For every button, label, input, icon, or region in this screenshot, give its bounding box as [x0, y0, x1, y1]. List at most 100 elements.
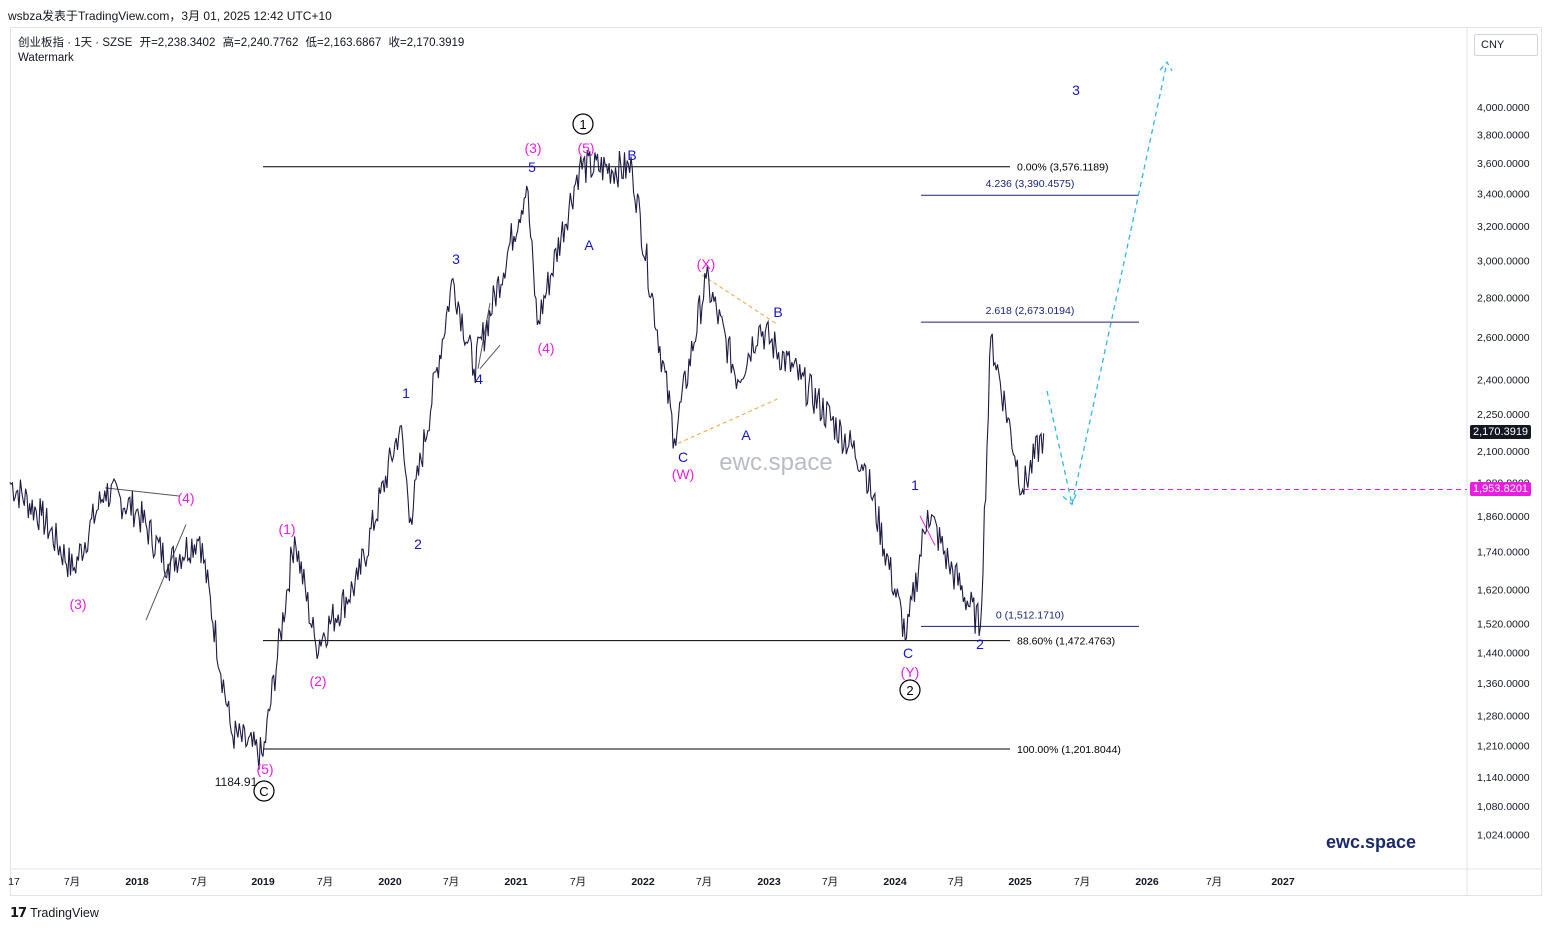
low-price-label: 1184.91: [215, 775, 258, 789]
projection-path[interactable]: [1046, 60, 1173, 506]
wave-label-b_C_2022: C: [678, 449, 688, 465]
wave-label-m_X: (X): [697, 256, 716, 272]
price-tick-label: 1,740.0000: [1477, 546, 1530, 558]
time-tick-label: 2022: [631, 876, 655, 888]
wave-label-m_5_2021: (5): [577, 140, 594, 156]
high-value: 高=2,240.7762: [222, 37, 299, 49]
price-tick-label: 1,520.0000: [1477, 619, 1530, 631]
wave-label-b_B_2021: B: [627, 147, 636, 163]
price-tick-label: 2,250.0000: [1477, 409, 1530, 421]
time-tick-label: 7月: [948, 876, 964, 888]
wave-marker-line[interactable]: [919, 515, 936, 546]
publish-line: wsbza发表于TradingView.com，3月 01, 2025 12:4…: [8, 9, 332, 23]
price-tick-label: 1,024.0000: [1477, 830, 1530, 842]
price-tick-label: 1,210.0000: [1477, 740, 1530, 752]
price-tick-label: 3,800.0000: [1477, 129, 1530, 141]
wave-label-b_2_2024: 2: [976, 636, 984, 652]
wave-label-m_W: (W): [672, 466, 695, 482]
tradingview-footer[interactable]: 𝟭𝟳 TradingView: [10, 905, 99, 921]
time-tick-label: 7月: [1206, 876, 1222, 888]
price-tick-label: 2,100.0000: [1477, 446, 1530, 458]
wave-label-m_1_2019: (1): [278, 521, 295, 537]
wave-label-m_4_2021: (4): [537, 340, 554, 356]
price-line: [9, 149, 1045, 770]
wave-circle-label-circle_C: C: [259, 784, 268, 799]
price-tick-label: 1,360.0000: [1477, 678, 1530, 690]
triangle-upper-line[interactable]: [104, 487, 181, 497]
price-axis[interactable]: 4,000.0000 3,800.0000 3,600.0000 3,400.0000…: [1477, 102, 1530, 842]
price-tick-label: 2,600.0000: [1477, 332, 1530, 344]
wave-label-m_Y: (Y): [901, 664, 920, 680]
wave-label-m_2_2019: (2): [309, 673, 326, 689]
currency-selector[interactable]: CNY: [1474, 34, 1538, 56]
wave-label-m_4_2018: (4): [177, 490, 194, 506]
wave-circle-circle_2: [899, 679, 921, 701]
fib-level-886-label: 88.60% (1,472.4763): [1017, 636, 1115, 648]
time-tick-label: 2027: [1271, 876, 1295, 888]
price-tick-label: 1,280.0000: [1477, 710, 1530, 722]
price-tick-label: 3,600.0000: [1477, 158, 1530, 170]
channel-lower-line[interactable]: [677, 397, 781, 444]
symbol-name[interactable]: 创业板指 · 1天 · SZSE: [18, 37, 133, 49]
symbol-info: 创业板指 · 1天 · SZSE 开=2,238.3402 高=2,240.77…: [18, 34, 468, 50]
fib-ext-0-label: 0 (1,512.1710): [996, 609, 1064, 621]
low-value: 低=2,163.6867: [305, 37, 382, 49]
fib-level-100-label: 100.00% (1,201.8044): [1017, 744, 1121, 756]
price-tick-label: 1,140.0000: [1477, 772, 1530, 784]
watermark-indicator-label[interactable]: Watermark: [18, 52, 74, 64]
wave-label-m_3_2021: (3): [524, 140, 541, 156]
wave-label-b_1_2024: 1: [911, 477, 919, 493]
wave-circle-circle_C: [253, 780, 275, 802]
time-tick-label: 2025: [1008, 876, 1032, 888]
price-tick-label: 2,800.0000: [1477, 292, 1530, 304]
fib-level-0-label: 0.00% (3,576.1189): [1017, 162, 1108, 174]
price-tick-label: 1,860.0000: [1477, 511, 1530, 523]
time-tick-label: 2023: [757, 876, 781, 888]
fibonacci-levels[interactable]: 0.00% (3,576.1189) 88.60% (1,472.4763) 100…: [263, 162, 1467, 756]
price-tick-label: 3,400.0000: [1477, 189, 1530, 201]
wave-label-b_5_2021: 5: [528, 159, 536, 175]
time-tick-label: 7月: [64, 876, 80, 888]
wave-label-m_3_2017: (3): [69, 596, 86, 612]
wave-label-b_4_2020: 4: [475, 371, 483, 387]
time-tick-label: 7月: [317, 876, 333, 888]
wave-label-b_3_2020: 3: [452, 251, 460, 267]
triangle-lower-line[interactable]: [145, 524, 187, 621]
price-tick-label: 4,000.0000: [1477, 102, 1530, 114]
wave-labels: (3) (4) (5) (1) (2) (3) (4) (5) (W) (X) (Y) 1 2 3 4 5 A B…: [69, 82, 1080, 802]
time-tick-label: 2026: [1135, 876, 1159, 888]
wave-circle-circle_1: [572, 113, 594, 135]
wave-label-b_3_proj: 3: [1072, 82, 1080, 98]
price-tick-label: 3,000.0000: [1477, 256, 1530, 268]
wave-label-b_A_2021: A: [584, 237, 594, 253]
wave-label-m_5_2019: (5): [256, 761, 273, 777]
open-value: 开=2,238.3402: [139, 37, 216, 49]
channel-upper-line[interactable]: [701, 274, 779, 326]
last-price-badge: 2,170.3919: [1470, 425, 1532, 440]
time-tick-label: 7月: [191, 876, 207, 888]
wave-label-b_1_2020: 1: [402, 385, 410, 401]
time-tick-label: 2019: [251, 876, 275, 888]
chart-watermark: ewc.space: [719, 449, 832, 476]
trend-channels[interactable]: [104, 274, 936, 621]
wedge-line-2[interactable]: [479, 344, 501, 370]
fib-ext-2618-label: 2.618 (2,673.0194): [986, 305, 1075, 317]
time-tick-label: 7月: [822, 876, 838, 888]
time-tick-label: 7月: [1074, 876, 1090, 888]
site-label[interactable]: ewc.space: [1326, 832, 1417, 852]
wave-label-b_2_2020: 2: [414, 536, 422, 552]
wave-label-b_B_2023: B: [773, 304, 782, 320]
time-tick-label: 2024: [883, 876, 907, 888]
tradingview-brand: TradingView: [30, 906, 99, 920]
price-tick-label: 1,080.0000: [1477, 801, 1530, 813]
time-tick-label: 7月: [570, 876, 586, 888]
price-tick-label: 1,620.0000: [1477, 585, 1530, 597]
price-tick-label: 1,440.0000: [1477, 647, 1530, 659]
time-tick-label: 2018: [125, 876, 149, 888]
price-tick-label: 2,400.0000: [1477, 375, 1530, 387]
time-axis[interactable]: 17 7月 2018 7月 2019 7月 2020 7月 2021 7月 2022 7月 2023 7月…: [8, 876, 1295, 888]
marker-price-badge: 1,953.8201: [1470, 481, 1532, 496]
time-tick-label: 2021: [504, 876, 528, 888]
wave-label-b_A_2022: A: [741, 427, 751, 443]
